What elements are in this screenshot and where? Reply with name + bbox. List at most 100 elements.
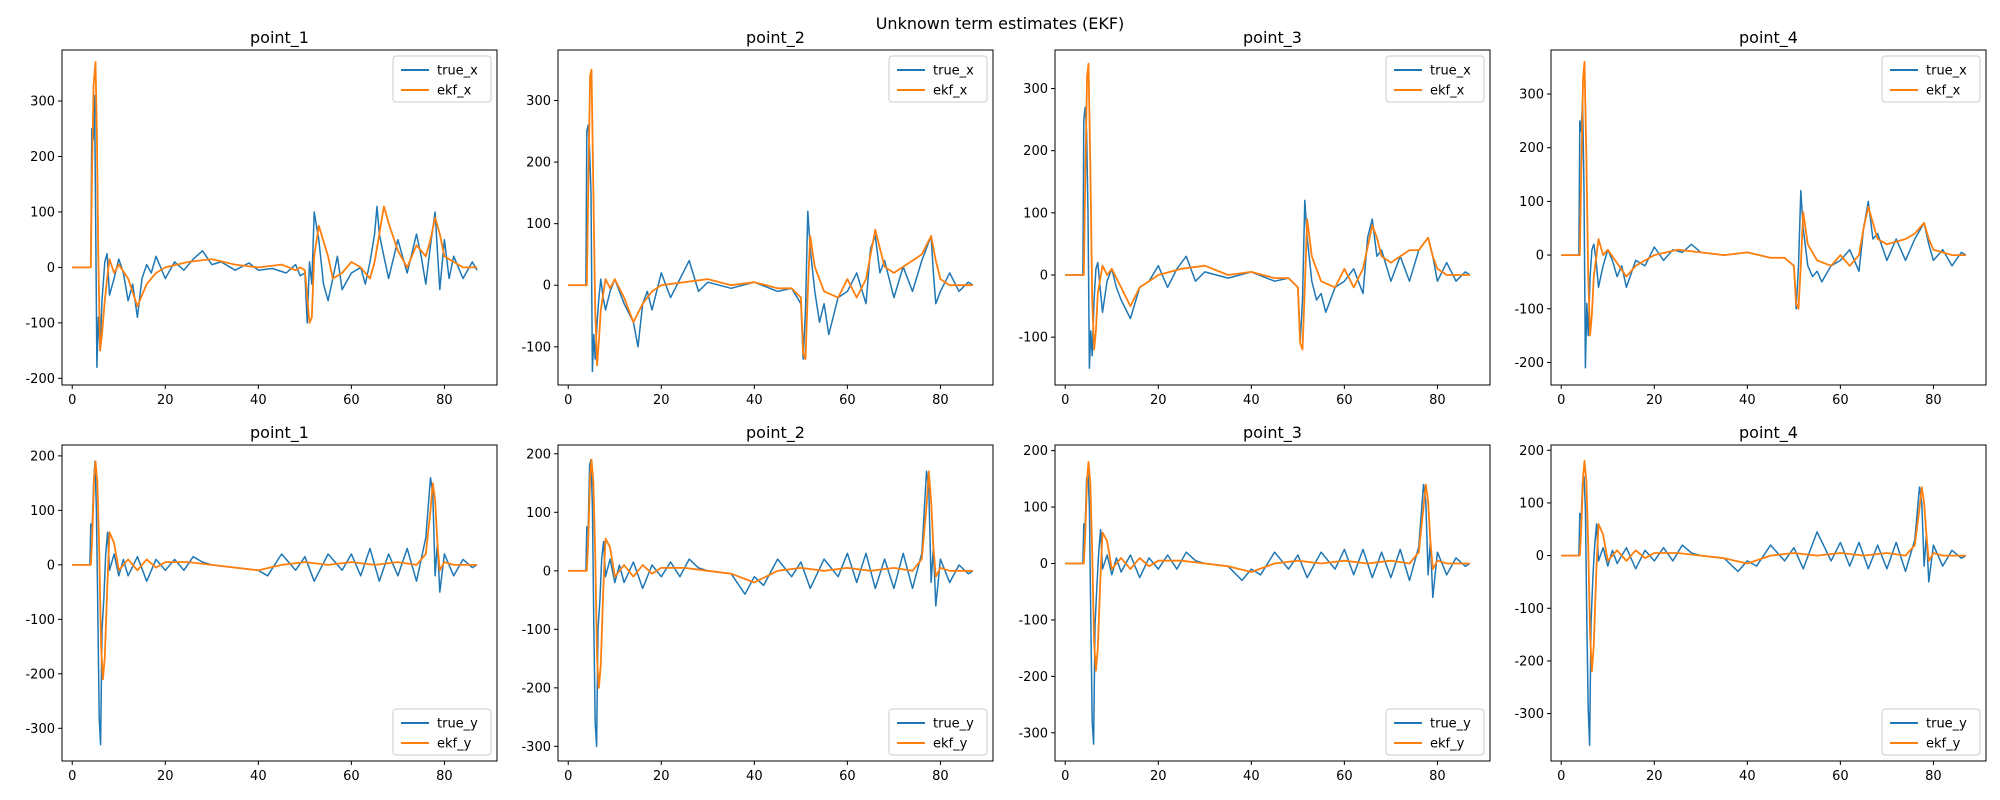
subplot-grid: point_10 20 40 60 80-200-1000100200300true_x…: [25, 28, 1987, 784]
x-tick-label: 20: [157, 393, 174, 408]
legend: true_x ekf_x: [1385, 55, 1485, 103]
x-tick-label: 40: [250, 393, 267, 408]
legend-entry: true_x: [1926, 64, 1967, 79]
y-tick-label: 200: [526, 156, 551, 171]
x-tick-label: 0: [68, 393, 76, 408]
y-tick-label: -200: [1018, 670, 1048, 685]
subplot-4: point_4 0 20 40 60 80 -200 -100 0 100 200 300 true_x…: [1514, 28, 1987, 408]
y-tick-label: 200: [30, 150, 55, 165]
x-tick-label: 60: [1336, 393, 1353, 408]
x-tick-label: 40: [1243, 769, 1260, 784]
y-tick-label: 0: [1536, 249, 1544, 264]
x-tick-label: 60: [343, 393, 360, 408]
x-tick-label: 20: [1150, 393, 1167, 408]
y-tick-label: 0: [1536, 549, 1544, 564]
x-tick-label: 80: [436, 769, 453, 784]
axes-frame: [1550, 49, 1987, 386]
subplot-7: point_3 0 20 40 60 80 -300 -200 -100 0 100 200 true_…: [1018, 423, 1491, 784]
legend-entry: ekf_y: [1430, 737, 1465, 752]
x-tick-label: 80: [436, 393, 453, 408]
x-tick-label: 20: [157, 769, 174, 784]
x-tick-label: 60: [839, 769, 856, 784]
x-tick-label: 60: [1832, 769, 1849, 784]
y-tick-label: 100: [30, 504, 55, 519]
y-tick-label: -200: [1514, 654, 1544, 669]
axes-frame: [1550, 444, 1987, 762]
y-tick-label: 300: [1519, 88, 1544, 103]
legend-entry: true_x: [437, 64, 478, 79]
legend-entry: ekf_y: [933, 737, 968, 752]
x-tick-label: 0: [564, 769, 572, 784]
y-tick-label: 300: [30, 95, 55, 110]
x-tick-label: 40: [1243, 393, 1260, 408]
series-line-ekf_x: [72, 61, 477, 352]
y-tick-label: 300: [526, 94, 551, 109]
subplot-title: point_2: [746, 28, 805, 48]
y-tick-label: 200: [526, 447, 551, 462]
x-tick-label: 0: [1557, 769, 1565, 784]
subplot-2: point_2 0 20 40 60 80 -100 0 100 200 300 true_x ekf_…: [521, 28, 994, 408]
legend: true_y ekf_y: [1881, 708, 1981, 756]
y-tick-label: 100: [30, 205, 55, 220]
series-line-ekf_x: [1065, 62, 1470, 351]
legend-entry: true_y: [1926, 717, 1967, 732]
subplot-title: point_3: [1243, 28, 1302, 48]
x-tick-label: 40: [746, 769, 763, 784]
y-tick-label: 0: [1040, 268, 1048, 283]
y-tick-label: 0: [1040, 557, 1048, 572]
y-tick-label: 0: [543, 279, 551, 294]
x-tick-label: 80: [932, 393, 949, 408]
subplot-title: point_4: [1739, 423, 1798, 443]
y-tick-label: -100: [521, 340, 551, 355]
series-line-true_x: [72, 94, 478, 369]
axes-frame: [61, 444, 498, 762]
axes-frame: [1054, 444, 1491, 762]
legend: true_x ekf_x: [888, 55, 988, 103]
series-line-ekf_y: [1065, 460, 1470, 672]
series-line-ekf_x: [1561, 60, 1966, 337]
legend: true_y ekf_y: [888, 708, 988, 756]
legend-entry: ekf_x: [1926, 84, 1961, 99]
series-line-ekf_y: [568, 458, 973, 689]
x-tick-label: 40: [250, 769, 267, 784]
legend: true_x ekf_x: [1881, 55, 1981, 103]
y-tick-label: 200: [1023, 444, 1048, 459]
x-tick-label: 60: [839, 393, 856, 408]
x-tick-label: 80: [1925, 769, 1942, 784]
y-tick-label: 0: [47, 558, 55, 573]
series-line-ekf_y: [1561, 459, 1966, 673]
y-tick-label: 200: [1519, 444, 1544, 459]
y-tick-label: -200: [25, 372, 55, 387]
x-tick-label: 20: [1646, 769, 1663, 784]
y-tick-label: 300: [1023, 82, 1048, 97]
y-tick-label: -100: [521, 623, 551, 638]
y-tick-label: 0: [543, 564, 551, 579]
y-tick-label: -300: [521, 740, 551, 755]
axes-frame: [557, 444, 994, 762]
series-line-ekf_y: [72, 460, 477, 681]
x-tick-label: 40: [746, 393, 763, 408]
subplot-title: point_1: [250, 28, 309, 48]
legend-entry: ekf_x: [933, 84, 968, 99]
x-tick-label: 60: [1336, 769, 1353, 784]
y-tick-label: -300: [1514, 707, 1544, 722]
y-tick-label: 100: [526, 217, 551, 232]
x-tick-label: 0: [68, 769, 76, 784]
x-tick-label: 80: [932, 769, 949, 784]
legend: true_y ekf_y: [1385, 708, 1485, 756]
x-tick-label: 80: [1429, 769, 1446, 784]
y-tick-label: 100: [1519, 496, 1544, 511]
subplot-6: point_2 0 20 40 60 80 -300 -200 -100 0 100 200 true_…: [521, 423, 994, 784]
subplot-8: point_4 0 20 40 60 80 -300 -200 -100 0 100 200 true_…: [1514, 423, 1987, 784]
x-tick-label: 40: [1739, 769, 1756, 784]
y-tick-label: 100: [526, 506, 551, 521]
figure-title: Unknown term estimates (EKF): [876, 14, 1125, 33]
subplot-title: point_2: [746, 423, 805, 443]
y-tick-label: 100: [1023, 501, 1048, 516]
x-tick-label: 20: [653, 393, 670, 408]
y-tick-label: 0: [47, 261, 55, 276]
x-tick-label: 0: [564, 393, 572, 408]
y-tick-label: -300: [1018, 726, 1048, 741]
x-tick-label: 20: [653, 769, 670, 784]
